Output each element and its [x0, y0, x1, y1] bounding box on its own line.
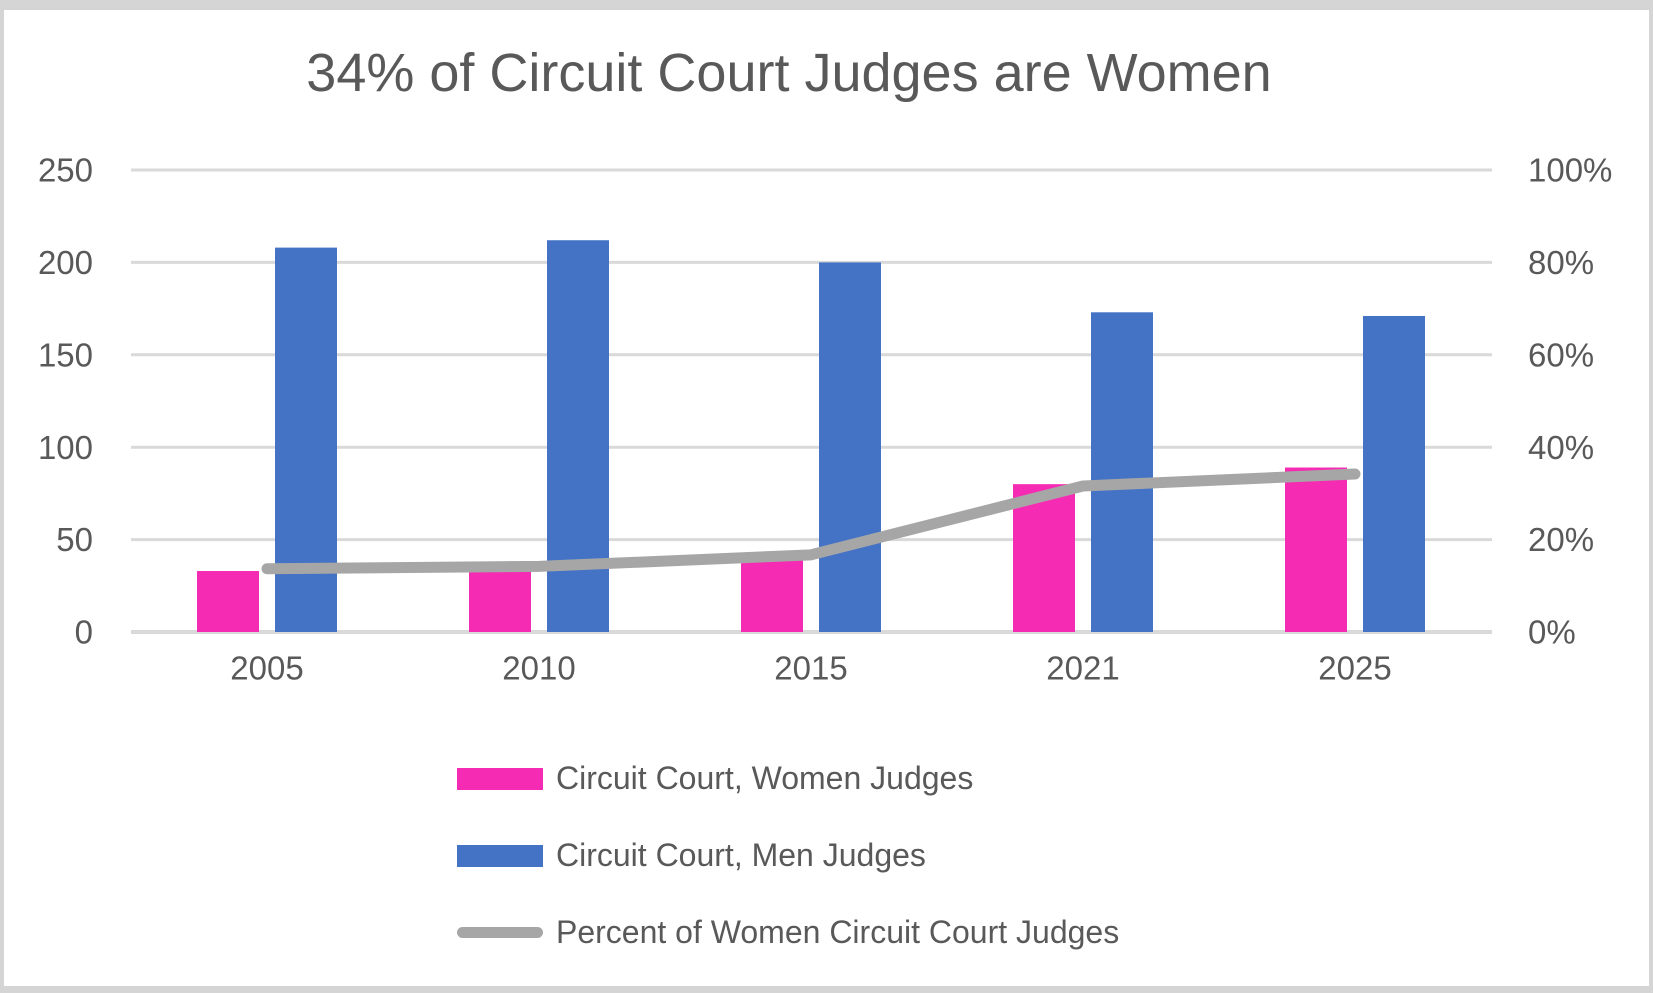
x-axis-label-2010: 2010 — [502, 650, 575, 687]
bar-women-2005 — [197, 571, 259, 632]
legend: Circuit Court, Women Judges Circuit Cour… — [457, 740, 1119, 971]
percent-of-women-line — [261, 468, 1361, 575]
bar-men-2025 — [1363, 315, 1425, 632]
x-axis-label-2005: 2005 — [230, 650, 303, 687]
bar-women-2025 — [1285, 467, 1347, 632]
bar-women-2021 — [1013, 484, 1075, 632]
legend-item-percent: Percent of Women Circuit Court Judges — [457, 894, 1119, 971]
x-axis-label-2021: 2021 — [1046, 650, 1119, 687]
right-axis-tick-label: 40% — [1528, 429, 1594, 466]
right-axis-tick-label: 20% — [1528, 521, 1594, 558]
legend-swatch-men — [457, 844, 543, 867]
bar-men-2010 — [547, 240, 609, 632]
bar-men-2021 — [1091, 312, 1153, 632]
legend-label-percent: Percent of Women Circuit Court Judges — [556, 914, 1120, 950]
left-axis-tick-label: 100 — [38, 429, 93, 466]
legend-swatch-percent-line — [457, 927, 543, 938]
left-axis-tick-label: 0 — [75, 614, 93, 651]
bar-women-2015 — [741, 558, 803, 632]
x-axis-label-2015: 2015 — [774, 650, 847, 687]
left-axis-tick-label: 200 — [38, 244, 93, 281]
right-axis-tick-label: 0% — [1528, 614, 1576, 651]
right-axis-tick-label: 100% — [1528, 152, 1612, 189]
right-axis-tick-label: 60% — [1528, 336, 1594, 373]
bar-men-2015 — [819, 262, 881, 632]
legend-item-men: Circuit Court, Men Judges — [457, 817, 1119, 894]
right-axis-tick-label: 80% — [1528, 244, 1594, 281]
left-axis-tick-label: 50 — [56, 521, 93, 558]
left-axis-tick-label: 150 — [38, 336, 93, 373]
x-axis-label-2025: 2025 — [1318, 650, 1391, 687]
legend-item-women: Circuit Court, Women Judges — [457, 740, 1119, 817]
legend-label-men: Circuit Court, Men Judges — [556, 837, 926, 873]
bar-women-2010 — [469, 567, 531, 632]
chart-title: 34% of Circuit Court Judges are Women — [306, 43, 1272, 103]
bar-men-2005 — [275, 247, 337, 632]
left-axis-tick-label: 250 — [38, 152, 93, 189]
legend-label-women: Circuit Court, Women Judges — [556, 760, 974, 796]
legend-swatch-women — [457, 767, 543, 790]
